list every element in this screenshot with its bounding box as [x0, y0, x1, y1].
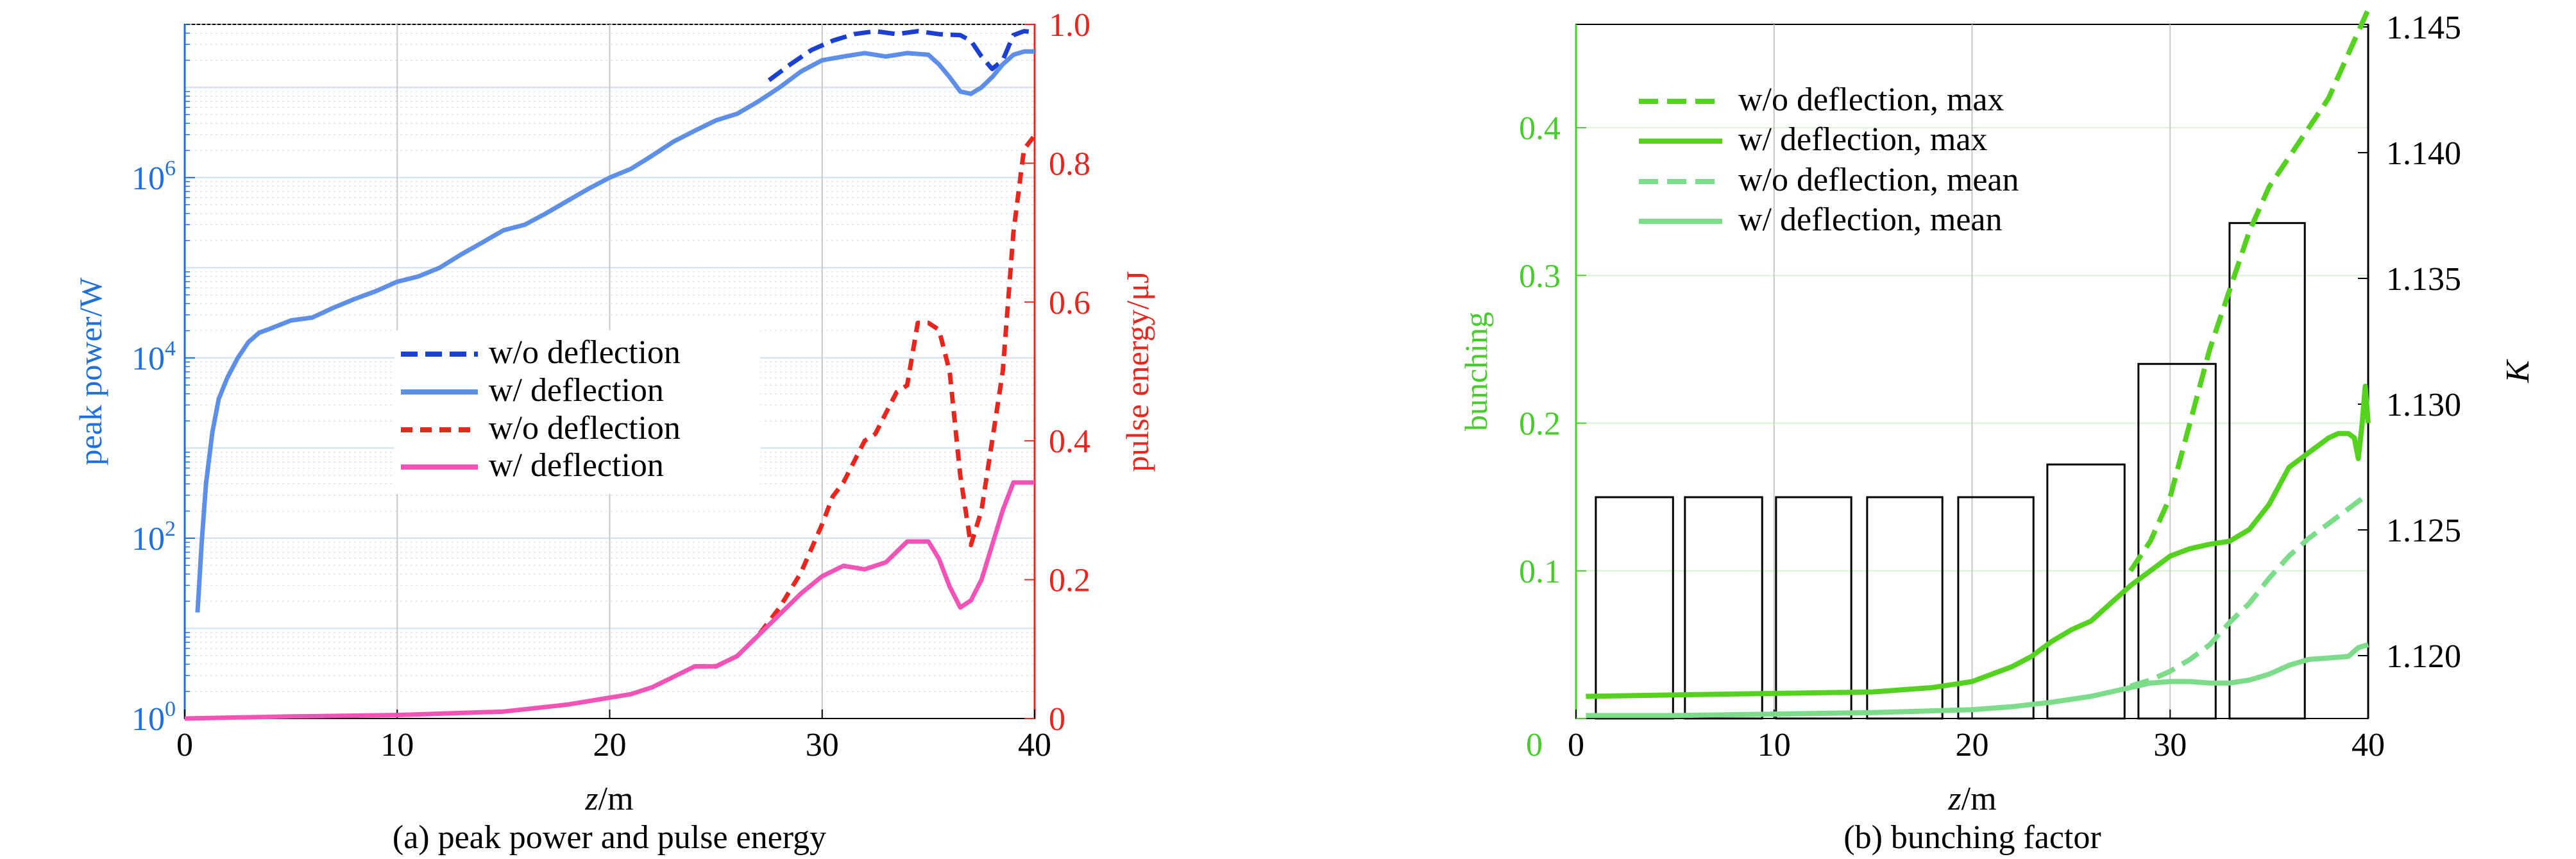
- series-line-b-0: [2128, 8, 2371, 573]
- legend-label-a-2: w/o deflection: [489, 410, 681, 447]
- chart-b: 0 10 20 30 40 00.10.20.30.4 1.1201.1251.1301…: [1458, 8, 2536, 856]
- x-tick-label-b: 40: [2351, 727, 2385, 763]
- legend-label-b-3: w/ deflection, mean: [1738, 201, 2003, 238]
- right-ticks-b: 1.120 1.125 1.130 1.135 1.140 1.145: [2358, 10, 2461, 675]
- series-line-a-1: [195, 49, 1035, 613]
- right-tick-label-a: 0.6: [1049, 285, 1090, 321]
- left-tick-label-a: 104: [131, 337, 176, 377]
- series-line-b-2: [2130, 491, 2370, 689]
- x-ticks-b: 0 10 20 30 40: [1568, 710, 2385, 763]
- legend-b: w/o deflection, max w/ deflection, max w…: [1639, 81, 2019, 238]
- x-tick-label-b: 10: [1758, 727, 1791, 763]
- legend-label-a-1: w/ deflection: [489, 372, 664, 409]
- right-tick-label-a: 1.0: [1049, 7, 1090, 44]
- legend-a: w/o deflection w/ deflection w/o deflect…: [394, 330, 760, 494]
- right-tick-label-b: 1.120: [2386, 638, 2461, 675]
- x-tick-label-a: 0: [176, 727, 193, 763]
- x-axis-label-a: z/m: [584, 781, 633, 817]
- k-bars: [1595, 222, 2306, 720]
- left-axis-label-a: peak power/W: [72, 277, 108, 466]
- x-tick-label-a: 10: [380, 727, 414, 763]
- right-axis-label-a: pulse energy/μJ: [1119, 271, 1155, 472]
- grid-a: [185, 24, 1035, 719]
- left-tick-label-b: 0.3: [1519, 258, 1561, 294]
- k-bar-0: [1595, 496, 1674, 720]
- caption-a: (a) peak power and pulse energy: [393, 819, 826, 856]
- legend-label-b-2: w/o deflection, mean: [1738, 162, 2019, 198]
- k-bar-7: [2228, 222, 2306, 720]
- left-tick-label-b: 0: [1526, 727, 1543, 763]
- x-tick-label-a: 40: [1018, 727, 1051, 763]
- grid-b: [1576, 24, 2368, 719]
- x-tick-label-a: 20: [593, 727, 627, 763]
- legend-label-b-0: w/o deflection, max: [1738, 81, 2004, 118]
- series-line-a-3: [184, 480, 1035, 721]
- left-tick-label-b: 0.1: [1519, 554, 1561, 590]
- series-line-b-3: [1586, 642, 2369, 719]
- right-tick-label-a: 0.2: [1049, 563, 1090, 599]
- right-tick-label-a: 0.4: [1049, 423, 1090, 460]
- right-tick-label-b: 1.125: [2386, 513, 2461, 549]
- k-bar-3: [1866, 496, 1944, 720]
- series-b: [1586, 8, 2371, 719]
- series-line-a-0: [767, 29, 1035, 82]
- right-tick-label-b: 1.145: [2386, 10, 2461, 46]
- x-tick-label-b: 20: [1956, 727, 1989, 763]
- series-line-b-1: [1586, 384, 2371, 699]
- left-ticks-a: 100 102 104 106: [131, 24, 195, 738]
- x-tick-label-a: 30: [806, 727, 839, 763]
- series-a: [184, 29, 1037, 721]
- x-axis-label-italic-b: z: [1947, 781, 1961, 817]
- left-tick-label-b: 0.4: [1519, 110, 1561, 147]
- right-tick-label-b: 1.135: [2386, 261, 2461, 298]
- legend-label-b-1: w/ deflection, max: [1738, 121, 1987, 158]
- x-tick-label-b: 0: [1568, 727, 1584, 763]
- left-axis-label-b: bunching: [1458, 312, 1494, 431]
- x-ticks-a: 0 10 20 30 40: [176, 710, 1051, 763]
- right-tick-label-b: 1.140: [2386, 135, 2461, 172]
- left-tick-label-b: 0.2: [1519, 406, 1561, 443]
- x-axis-label-italic-a: z: [584, 781, 598, 817]
- legend-label-a-3: w/ deflection: [489, 447, 664, 484]
- x-axis-label-b: z/m: [1947, 781, 1996, 817]
- right-tick-label-a: 0: [1049, 701, 1065, 738]
- k-bar-5: [2046, 463, 2126, 720]
- left-tick-label-a: 106: [131, 157, 176, 197]
- legend-label-a-0: w/o deflection: [489, 334, 681, 371]
- left-tick-label-a: 100: [131, 697, 176, 738]
- right-tick-label-b: 1.130: [2386, 387, 2461, 423]
- left-ticks-b: 0 0.1 0.2 0.3 0.4: [1519, 110, 1586, 763]
- x-axis-label-unit-b: /m: [1962, 781, 1997, 817]
- x-tick-label-b: 30: [2153, 727, 2187, 763]
- k-bar-2: [1775, 496, 1852, 720]
- k-bar-4: [1957, 496, 2035, 720]
- series-line-a-2: [695, 133, 1037, 669]
- k-bar-1: [1684, 496, 1763, 720]
- x-axis-label-unit-a: /m: [598, 781, 634, 817]
- caption-b: (b) bunching factor: [1843, 819, 2101, 856]
- right-axis-label-b: K: [2500, 359, 2536, 383]
- left-tick-label-a: 102: [131, 517, 176, 557]
- right-tick-label-a: 0.8: [1049, 146, 1090, 182]
- right-ticks-a: 0 0.2 0.4 0.6 0.8 1.0: [1024, 7, 1090, 738]
